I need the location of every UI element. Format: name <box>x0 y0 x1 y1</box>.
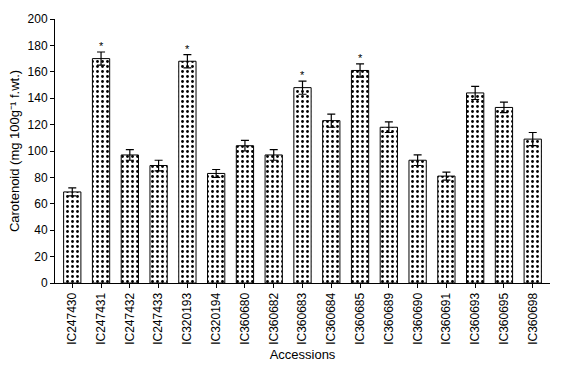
svg-text:IC360684: IC360684 <box>324 292 338 344</box>
svg-text:200: 200 <box>28 12 48 26</box>
svg-text:40: 40 <box>34 223 48 237</box>
svg-text:*: * <box>185 43 190 55</box>
svg-text:IC360693: IC360693 <box>468 292 482 344</box>
svg-text:160: 160 <box>28 65 48 79</box>
svg-text:IC247432: IC247432 <box>123 292 137 344</box>
svg-text:IC360691: IC360691 <box>439 292 453 344</box>
svg-text:IC360695: IC360695 <box>497 292 511 344</box>
svg-text:80: 80 <box>34 171 48 185</box>
svg-text:60: 60 <box>34 197 48 211</box>
svg-text:140: 140 <box>28 91 48 105</box>
svg-text:IC247430: IC247430 <box>65 292 79 344</box>
svg-text:*: * <box>99 40 104 52</box>
svg-text:IC360685: IC360685 <box>353 292 367 344</box>
svg-text:IC360680: IC360680 <box>238 292 252 344</box>
svg-text:IC247433: IC247433 <box>152 292 166 344</box>
svg-text:120: 120 <box>28 118 48 132</box>
svg-text:Carotenoid (mg 100g⁻¹ f.wt.): Carotenoid (mg 100g⁻¹ f.wt.) <box>7 70 22 232</box>
svg-text:IC360690: IC360690 <box>411 292 425 344</box>
svg-text:*: * <box>300 69 305 81</box>
svg-text:180: 180 <box>28 39 48 53</box>
svg-text:IC320194: IC320194 <box>209 292 223 344</box>
svg-text:0: 0 <box>41 276 48 290</box>
svg-text:Accessions: Accessions <box>270 347 336 362</box>
svg-text:IC247431: IC247431 <box>94 292 108 344</box>
svg-text:100: 100 <box>28 144 48 158</box>
svg-text:IC360689: IC360689 <box>382 292 396 344</box>
svg-text:IC320193: IC320193 <box>180 292 194 344</box>
svg-text:IC360683: IC360683 <box>295 292 309 344</box>
svg-text:IC360698: IC360698 <box>526 292 540 344</box>
svg-text:*: * <box>358 52 363 64</box>
svg-text:20: 20 <box>34 250 48 264</box>
svg-text:IC360682: IC360682 <box>267 292 281 344</box>
